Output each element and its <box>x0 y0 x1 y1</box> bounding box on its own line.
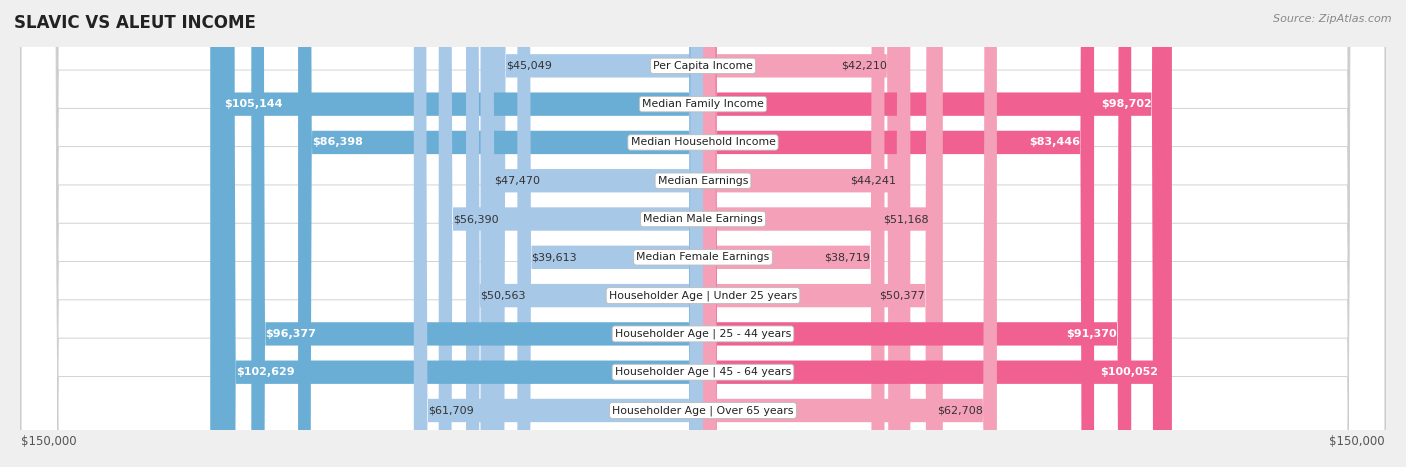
Text: $50,563: $50,563 <box>479 290 526 301</box>
Text: Median Male Earnings: Median Male Earnings <box>643 214 763 224</box>
FancyBboxPatch shape <box>439 0 703 467</box>
FancyBboxPatch shape <box>21 0 1385 467</box>
FancyBboxPatch shape <box>703 0 884 467</box>
Text: $86,398: $86,398 <box>312 137 363 148</box>
Text: Median Female Earnings: Median Female Earnings <box>637 252 769 262</box>
Text: Source: ZipAtlas.com: Source: ZipAtlas.com <box>1274 14 1392 24</box>
FancyBboxPatch shape <box>211 0 703 467</box>
Text: $51,168: $51,168 <box>883 214 929 224</box>
Text: $56,390: $56,390 <box>453 214 498 224</box>
FancyBboxPatch shape <box>252 0 703 467</box>
Text: $42,210: $42,210 <box>841 61 887 71</box>
Text: Householder Age | 25 - 44 years: Householder Age | 25 - 44 years <box>614 329 792 339</box>
FancyBboxPatch shape <box>298 0 703 467</box>
FancyBboxPatch shape <box>465 0 703 467</box>
FancyBboxPatch shape <box>703 0 1166 467</box>
FancyBboxPatch shape <box>492 0 703 467</box>
FancyBboxPatch shape <box>703 0 1094 467</box>
FancyBboxPatch shape <box>703 0 1132 467</box>
Text: $47,470: $47,470 <box>495 176 540 186</box>
FancyBboxPatch shape <box>703 0 939 467</box>
Text: Householder Age | Under 25 years: Householder Age | Under 25 years <box>609 290 797 301</box>
FancyBboxPatch shape <box>703 0 901 467</box>
Text: $61,709: $61,709 <box>427 405 474 416</box>
Text: $39,613: $39,613 <box>531 252 576 262</box>
FancyBboxPatch shape <box>21 0 1385 467</box>
Text: $91,370: $91,370 <box>1067 329 1118 339</box>
Text: Householder Age | Over 65 years: Householder Age | Over 65 years <box>612 405 794 416</box>
Text: SLAVIC VS ALEUT INCOME: SLAVIC VS ALEUT INCOME <box>14 14 256 32</box>
Text: $62,708: $62,708 <box>936 405 983 416</box>
Text: $105,144: $105,144 <box>225 99 283 109</box>
FancyBboxPatch shape <box>703 0 1173 467</box>
FancyBboxPatch shape <box>21 0 1385 467</box>
Text: $150,000: $150,000 <box>1329 435 1385 448</box>
Text: $100,052: $100,052 <box>1099 367 1159 377</box>
FancyBboxPatch shape <box>481 0 703 467</box>
FancyBboxPatch shape <box>703 0 943 467</box>
FancyBboxPatch shape <box>21 0 1385 467</box>
Text: $98,702: $98,702 <box>1101 99 1152 109</box>
FancyBboxPatch shape <box>21 0 1385 467</box>
Text: Median Household Income: Median Household Income <box>630 137 776 148</box>
FancyBboxPatch shape <box>703 0 910 467</box>
Text: $96,377: $96,377 <box>266 329 316 339</box>
Text: $50,377: $50,377 <box>879 290 925 301</box>
FancyBboxPatch shape <box>21 0 1385 467</box>
FancyBboxPatch shape <box>21 0 1385 467</box>
Text: Per Capita Income: Per Capita Income <box>652 61 754 71</box>
FancyBboxPatch shape <box>21 0 1385 467</box>
FancyBboxPatch shape <box>21 0 1385 467</box>
Text: Householder Age | 45 - 64 years: Householder Age | 45 - 64 years <box>614 367 792 377</box>
Text: $102,629: $102,629 <box>236 367 295 377</box>
Text: $44,241: $44,241 <box>851 176 896 186</box>
FancyBboxPatch shape <box>21 0 1385 467</box>
Text: Median Earnings: Median Earnings <box>658 176 748 186</box>
Text: $38,719: $38,719 <box>824 252 870 262</box>
FancyBboxPatch shape <box>517 0 703 467</box>
FancyBboxPatch shape <box>413 0 703 467</box>
FancyBboxPatch shape <box>222 0 703 467</box>
Text: $150,000: $150,000 <box>21 435 77 448</box>
FancyBboxPatch shape <box>703 0 997 467</box>
Text: Median Family Income: Median Family Income <box>643 99 763 109</box>
Text: $45,049: $45,049 <box>506 61 551 71</box>
Text: $83,446: $83,446 <box>1029 137 1080 148</box>
Legend: Slavic, Aleut: Slavic, Aleut <box>633 466 773 467</box>
